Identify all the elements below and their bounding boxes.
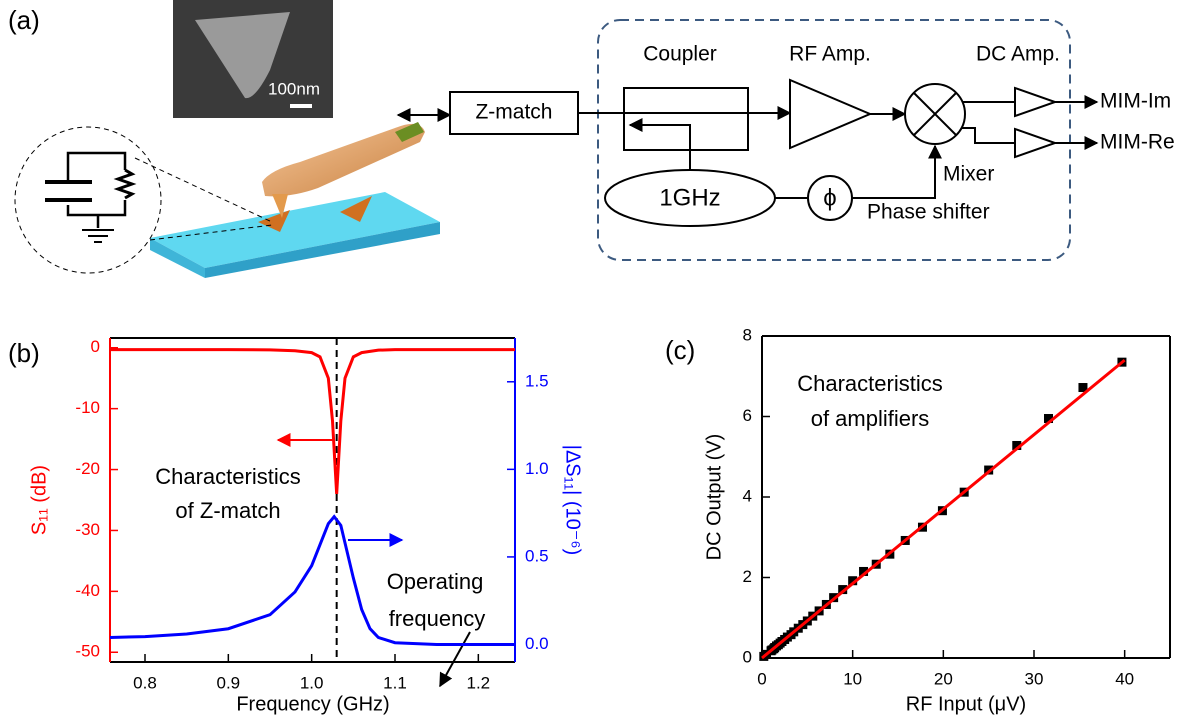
mixer-outputs [962,102,1015,143]
signal-line [852,146,935,198]
ground [82,230,114,242]
output-label: MIM-Im [1100,90,1171,113]
panel-label: (c) [665,335,695,365]
circuit-wires [68,153,125,228]
zoom-line [135,158,272,222]
x-tick-label: 1.2 [467,673,491,692]
annotation: frequency [389,606,486,631]
y-tick-label: -40 [75,581,100,600]
y2-tick-label: 1.0 [525,459,549,478]
y-tick-label: -30 [75,520,100,539]
annotation: of Z-match [175,498,280,523]
y-tick-label: 2 [743,567,752,586]
sem-image: 100nm [173,0,333,118]
scale-bar [290,104,312,108]
x-tick-label: 0 [757,669,766,688]
annotation: Operating [387,569,484,594]
y-axis-label: S₁₁ (dB) [28,465,50,535]
y-tick-label: 0 [91,337,100,356]
x-tick-label: 30 [1025,669,1044,688]
figure: (a) 100nm Z-match Coupler RF Amp. DC Amp… [0,0,1198,724]
dc-amplifier [1015,88,1055,116]
x-axis-label: Frequency (GHz) [236,693,389,715]
pointer-arrow [440,632,470,686]
panel-label: (a) [8,5,40,35]
x-tick-label: 0.9 [217,673,241,692]
block-label: Coupler [643,43,717,66]
y-tick-label: -10 [75,398,100,417]
y-axis-label: DC Output (V) [703,434,725,561]
y2-tick-label: 0.5 [525,546,549,565]
y2-tick-label: 1.5 [525,371,549,390]
block-label: 1GHz [659,184,720,211]
y2-axis-label: |ΔS₁₁| (10⁻⁶) [562,445,584,556]
block-label: Z-match [475,101,552,124]
resistor [118,170,132,198]
annotation: Characteristics [155,464,300,489]
x-tick-label: 10 [843,669,862,688]
y-tick-label: 8 [743,325,752,344]
block-label: DC Amp. [976,43,1060,66]
dc-amplifier [1015,129,1055,157]
coupler-box [624,88,748,150]
annotation: of amplifiers [811,406,930,431]
block-label: Phase shifter [867,201,990,224]
x-tick-label: 0.8 [133,673,157,692]
block-label: ϕ [823,184,836,211]
y-tick-label: 6 [743,406,752,425]
panel-label: (b) [8,338,40,368]
x-axis-label: RF Input (μV) [906,693,1026,715]
block-label: Mixer [943,163,994,186]
scale-label: 100nm [268,79,320,98]
y-tick-label: -20 [75,459,100,478]
series-line [762,360,1125,658]
y-tick-label: 0 [743,647,752,666]
y2-tick-label: 0.0 [525,634,549,653]
sample [150,122,440,278]
x-tick-label: 40 [1115,669,1134,688]
x-tick-label: 1.0 [300,673,324,692]
y-tick-label: -50 [75,642,100,661]
block-label: RF Amp. [789,43,871,66]
rf-amplifier [790,80,870,148]
x-tick-label: 20 [934,669,953,688]
x-tick-label: 1.1 [383,673,407,692]
output-label: MIM-Re [1100,131,1175,154]
annotation: Characteristics [797,371,942,396]
y-tick-label: 4 [743,486,752,505]
